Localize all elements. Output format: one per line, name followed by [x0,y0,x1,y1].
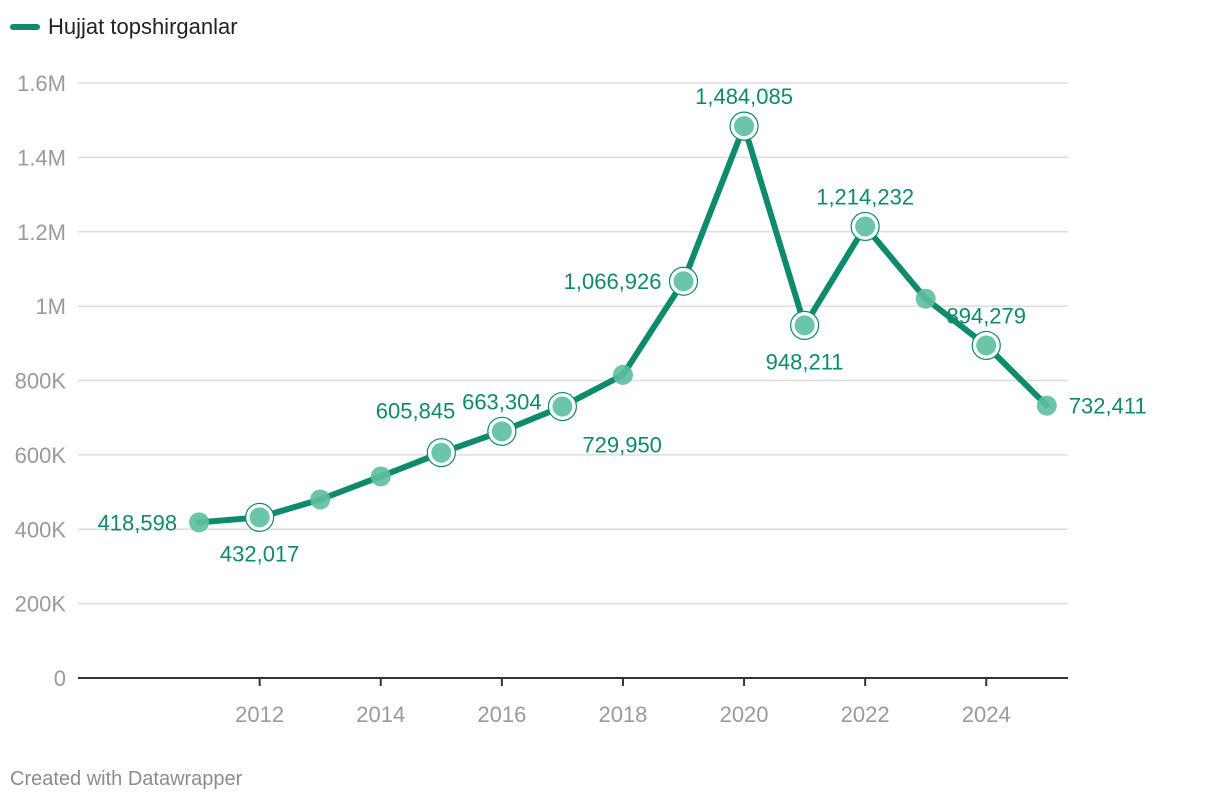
data-point [491,421,512,442]
data-label: 432,017 [220,541,300,566]
y-tick-label: 200K [15,592,67,617]
data-label: 663,304 [462,389,542,414]
data-point [249,507,270,528]
data-point [310,489,331,510]
data-label: 1,066,926 [564,269,662,294]
data-label: 1,214,232 [816,184,914,209]
data-point [612,364,633,385]
y-tick-label: 400K [15,517,67,542]
y-tick-label: 800K [15,369,67,394]
x-tick-label: 2016 [477,702,526,727]
data-label: 1,484,085 [695,84,793,109]
data-point [1036,395,1057,416]
data-point [673,271,694,292]
data-label: 605,845 [376,399,456,424]
y-tick-label: 0 [54,666,66,691]
data-label: 418,598 [98,510,178,535]
data-point [855,216,876,237]
data-label: 732,411 [1069,394,1147,419]
y-tick-label: 1.2M [17,220,66,245]
grid-lines [78,82,1068,605]
y-tick-label: 600K [15,443,67,468]
data-point [189,512,210,533]
data-point [915,288,936,309]
y-tick-label: 1.6M [17,71,66,96]
x-tick-label: 2022 [841,702,890,727]
series-line-path [196,123,1050,526]
x-axis: 2012 2014 2016 2018 2020 2022 2024 [78,677,1068,727]
x-tick-label: 2018 [598,702,647,727]
y-tick-label: 1M [35,294,66,319]
x-tick-label: 2020 [720,702,769,727]
data-points [189,111,1057,533]
y-axis-ticks: 0 200K 400K 600K 800K 1M 1.2M 1.4M 1.6M [15,71,67,691]
data-point [734,116,755,137]
data-label: 729,950 [582,433,662,458]
x-tick-label: 2014 [356,702,405,727]
data-point [370,466,391,487]
data-point [976,335,997,356]
data-labels: 418,598 432,017 605,845 663,304 729,950 1,066… [98,84,1147,566]
footer-credit: Created with Datawrapper [10,768,243,790]
data-point [794,315,815,336]
data-label: 948,211 [766,349,844,374]
series-line [196,123,1050,526]
y-tick-label: 1.4M [17,145,66,170]
x-tick-label: 2012 [235,702,284,727]
data-point [552,396,573,417]
legend: Hujjat topshirganlar [10,14,238,40]
x-tick-label: 2024 [962,702,1011,727]
legend-label: Hujjat topshirganlar [48,14,238,39]
legend-swatch [10,24,40,30]
data-point [431,442,452,463]
data-label: 894,279 [946,303,1026,328]
line-chart: 0 200K 400K 600K 800K 1M 1.2M 1.4M 1.6M 2012 2014… [15,71,1147,727]
